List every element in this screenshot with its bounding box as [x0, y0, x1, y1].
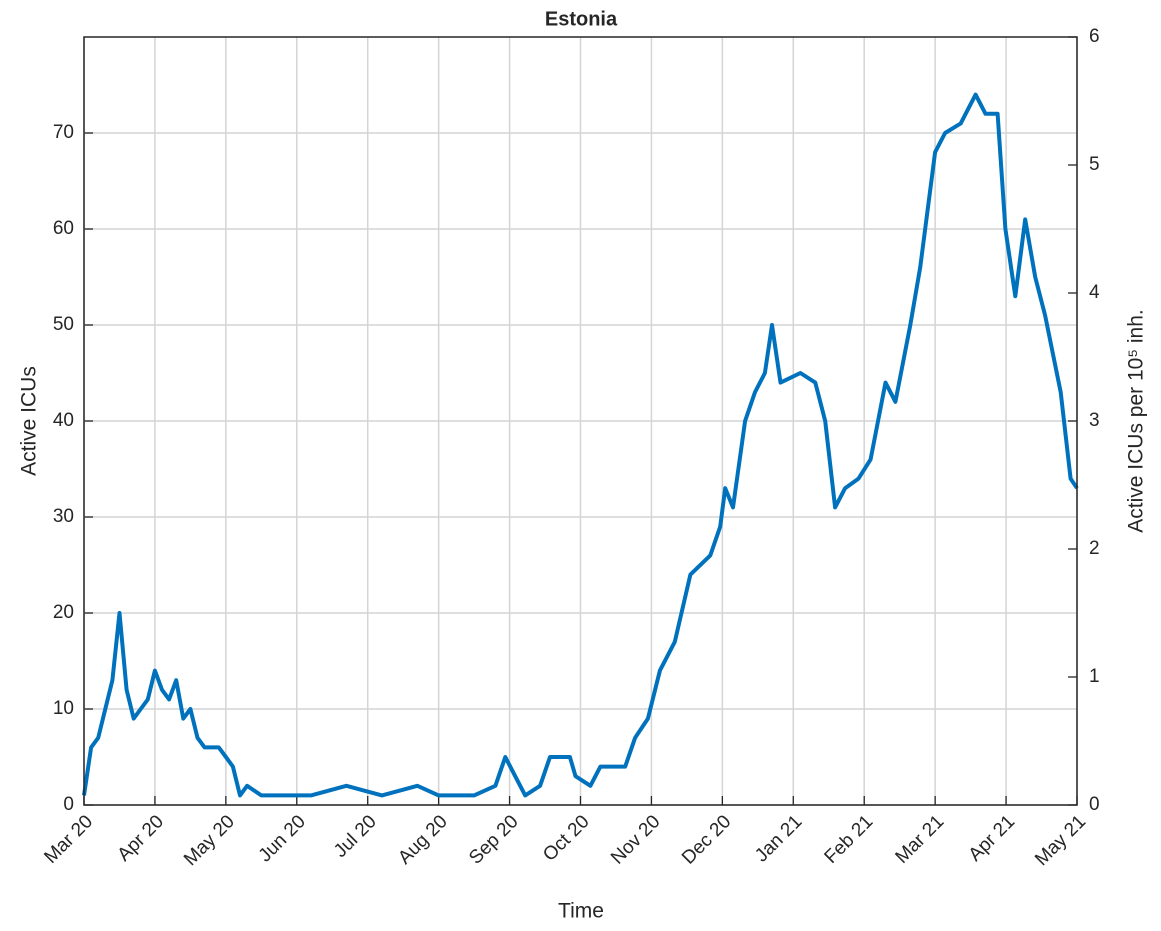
x-tick-label: Apr 21 — [965, 811, 1019, 865]
x-tick-label: Feb 21 — [821, 811, 878, 868]
y2-tick-label: 0 — [1089, 794, 1100, 815]
x-tick-label: May 20 — [180, 811, 239, 870]
x-tick-label: Dec 20 — [678, 811, 735, 868]
chart-title: Estonia — [545, 8, 618, 30]
y2-tick-label: 1 — [1089, 666, 1100, 687]
x-tick-label: Apr 20 — [114, 811, 168, 865]
y2-axis-label: Active ICUs per 10⁵ inh. — [1125, 309, 1148, 532]
x-tick-label: Oct 20 — [539, 811, 593, 865]
y-axis-label: Active ICUs — [18, 366, 41, 476]
x-axis-label: Time — [558, 900, 604, 923]
y-tick-label: 20 — [53, 602, 74, 623]
y2-tick-label: 4 — [1089, 282, 1100, 303]
y2-tick-label: 3 — [1089, 410, 1100, 431]
x-tick-label: Nov 20 — [607, 811, 664, 868]
y-tick-label: 30 — [53, 506, 74, 527]
y2-tick-label: 6 — [1089, 26, 1100, 47]
y-tick-label: 70 — [53, 122, 74, 143]
x-tick-label: Mar 21 — [892, 811, 949, 868]
x-tick-label: May 21 — [1031, 811, 1090, 870]
data-line — [82, 92, 1079, 798]
y2-tick-label: 5 — [1089, 154, 1100, 175]
plot-frame — [83, 36, 1078, 806]
y-tick-label: 0 — [63, 794, 74, 815]
y-tick-label: 50 — [53, 314, 74, 335]
y-tick-label: 10 — [53, 698, 74, 719]
y2-tick-label: 2 — [1089, 538, 1100, 559]
y-tick-label: 40 — [53, 410, 74, 431]
x-tick-label: Jul 20 — [330, 811, 381, 862]
y-tick-label: 60 — [53, 218, 74, 239]
x-tick-label: Jan 21 — [751, 811, 806, 866]
x-tick-label: Aug 20 — [394, 811, 451, 868]
x-tick-label: Jun 20 — [255, 811, 310, 866]
x-tick-label: Mar 20 — [40, 811, 97, 868]
x-tick-label: Sep 20 — [465, 811, 522, 868]
